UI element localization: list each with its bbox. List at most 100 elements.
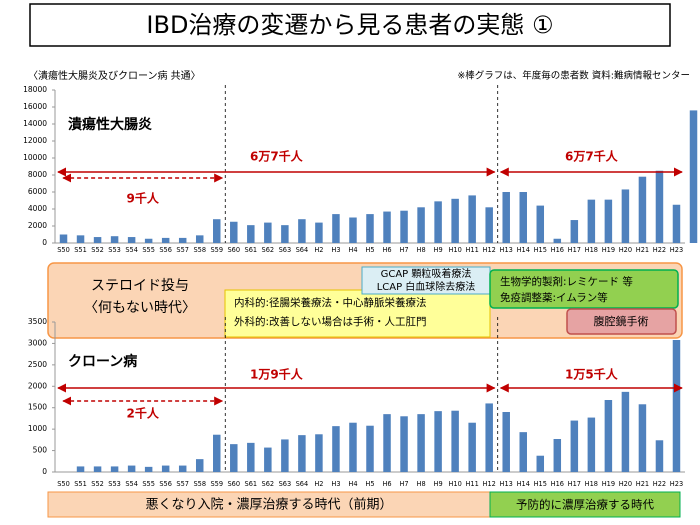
- x-tick-label: H11: [465, 480, 478, 488]
- x-tick-label: H18: [585, 480, 598, 488]
- y-tick-label: 4000: [28, 204, 47, 213]
- era-box: [489, 491, 681, 518]
- bar: [349, 217, 357, 243]
- chart-title: クローン病: [68, 353, 137, 370]
- bar: [59, 234, 68, 243]
- apheresis-text: LCAP 白血球除去療法: [377, 280, 476, 293]
- annotation: 1万9千人: [250, 367, 304, 382]
- bar: [519, 432, 527, 472]
- steroid-note: 〈何もない時代〉: [84, 300, 196, 316]
- x-tick-label: S62: [262, 246, 275, 254]
- x-tick-label: S51: [74, 246, 87, 254]
- x-tick-label: H16: [551, 480, 564, 488]
- bar: [161, 465, 170, 472]
- bar: [485, 207, 493, 243]
- x-tick-label: H15: [534, 480, 547, 488]
- bar: [281, 225, 289, 243]
- era-text: 悪くなり入院・濃厚治療する時代（前期）: [145, 497, 392, 513]
- nutrition-box: [224, 289, 491, 338]
- x-tick-label: S50: [57, 246, 70, 254]
- y-tick-label: 10000: [23, 153, 47, 162]
- bar: [247, 225, 255, 243]
- biologics-box: [489, 269, 679, 309]
- x-tick-label: S50: [57, 480, 70, 488]
- bar: [110, 236, 119, 243]
- bar: [383, 211, 391, 243]
- apheresis-box: [361, 266, 491, 295]
- bar: [553, 238, 562, 243]
- biologics-text: 免疫調整薬:イムラン等: [500, 291, 608, 304]
- x-tick-label: H22: [653, 246, 666, 254]
- x-tick-label: H8: [417, 246, 426, 254]
- annotation: 9千人: [127, 191, 160, 206]
- y-tick-label: 14000: [23, 119, 47, 128]
- x-tick-label: H9: [434, 480, 443, 488]
- bar: [247, 442, 255, 472]
- x-tick-label: S62: [262, 480, 275, 488]
- laparoscopy-text: 腹腔鏡手術: [594, 314, 649, 328]
- apheresis-text: GCAP 顆粒吸着療法: [381, 267, 472, 280]
- x-tick-label: S52: [91, 480, 104, 488]
- bar: [349, 422, 357, 472]
- bar: [655, 170, 664, 243]
- bar: [332, 426, 340, 472]
- bar: [434, 201, 442, 243]
- x-tick-label: H2: [314, 246, 323, 254]
- bar: [332, 214, 340, 243]
- bar: [213, 434, 221, 472]
- bar: [264, 222, 272, 243]
- bar: [264, 447, 272, 472]
- x-tick-label: S54: [125, 480, 138, 488]
- x-tick-label: H2: [314, 480, 323, 488]
- bar: [281, 439, 289, 472]
- bar: [468, 422, 476, 472]
- bar: [178, 237, 187, 243]
- bar: [315, 222, 323, 243]
- x-tick-label: S61: [245, 246, 258, 254]
- bar: [366, 214, 374, 243]
- bar: [298, 219, 306, 243]
- bar: [195, 459, 204, 472]
- x-tick-label: H8: [417, 480, 426, 488]
- y-tick-label: 0: [42, 238, 47, 247]
- x-tick-label: H5: [365, 480, 374, 488]
- x-tick-label: H7: [399, 246, 408, 254]
- bar: [468, 195, 476, 243]
- steroid-label: ステロイド投与: [91, 278, 189, 294]
- bar: [451, 198, 459, 243]
- y-tick-label: 6000: [28, 187, 47, 196]
- y-tick-label: 500: [33, 446, 48, 455]
- bar: [383, 414, 391, 472]
- x-tick-label: S51: [74, 480, 87, 488]
- x-tick-label: H11: [465, 246, 478, 254]
- x-tick-label: S63: [279, 480, 292, 488]
- x-tick-label: S60: [227, 246, 240, 254]
- bar: [400, 416, 408, 472]
- x-tick-label: S55: [142, 480, 155, 488]
- bar: [672, 204, 681, 243]
- bar: [638, 176, 647, 243]
- nutrition-text: 内科的:径腸栄養療法・中心静脈栄養療法: [234, 296, 427, 309]
- x-tick-label: H10: [448, 246, 461, 254]
- x-tick-label: H4: [348, 480, 357, 488]
- x-tick-label: H7: [399, 480, 408, 488]
- x-tick-label: H12: [483, 480, 496, 488]
- bar: [161, 237, 170, 243]
- y-tick-label: 2000: [28, 221, 47, 230]
- x-tick-label: H6: [382, 246, 391, 254]
- x-tick-label: H21: [636, 246, 649, 254]
- y-tick-label: 3500: [28, 317, 47, 326]
- x-tick-label: S57: [176, 480, 189, 488]
- x-tick-label: S64: [296, 246, 309, 254]
- y-tick-label: 0: [42, 467, 47, 476]
- x-tick-label: H20: [619, 246, 632, 254]
- x-tick-label: H21: [636, 480, 649, 488]
- bar: [604, 199, 613, 243]
- x-tick-label: H9: [434, 246, 443, 254]
- x-tick-label: H15: [534, 246, 547, 254]
- bar: [485, 403, 493, 472]
- bar: [110, 466, 119, 472]
- bar: [417, 414, 425, 472]
- bar: [417, 207, 425, 243]
